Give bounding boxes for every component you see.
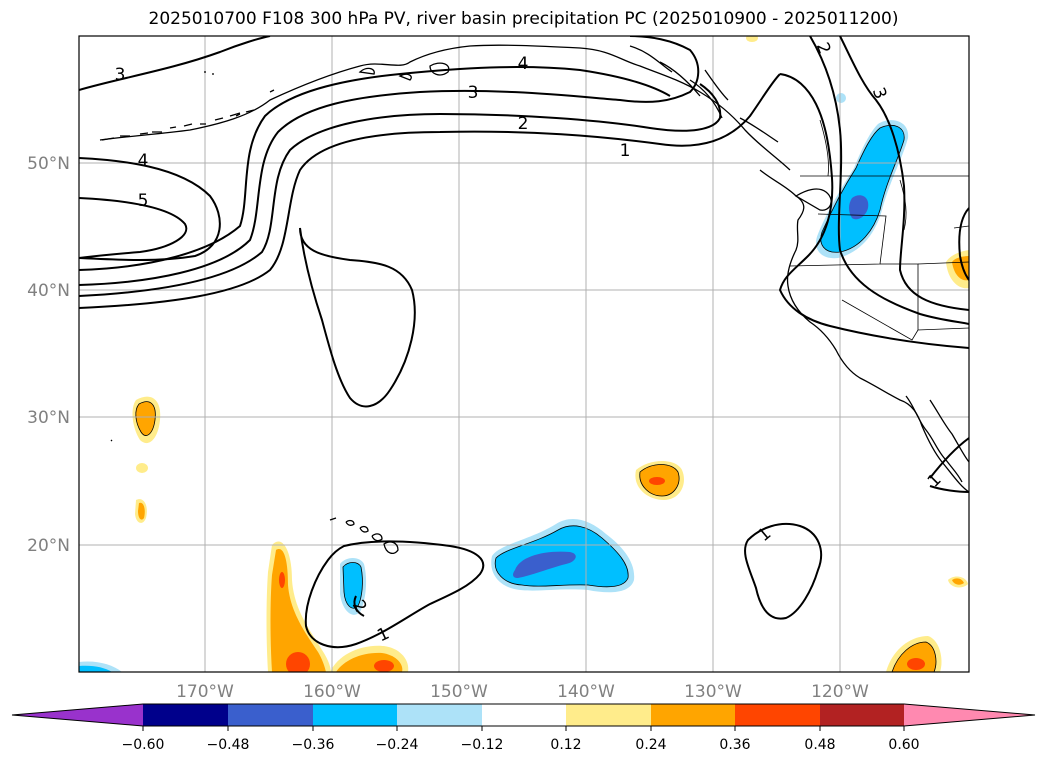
lon-label: 150°W xyxy=(430,682,488,702)
contour-label: 2 xyxy=(518,114,529,134)
colorbar-swatch xyxy=(651,704,735,726)
colorbar-swatch xyxy=(820,704,904,726)
contour-label: 4 xyxy=(138,151,149,171)
lon-labels: 170°W 160°W 150°W 140°W 130°W 120°W xyxy=(176,682,869,702)
colorbar-swatch xyxy=(143,704,228,726)
colorbar-tick-label: −0.12 xyxy=(461,737,504,753)
lat-label: 30°N xyxy=(27,408,70,428)
colorbar-swatch xyxy=(397,704,482,726)
colorbar: −0.60 −0.48 −0.36 −0.24 −0.12 0.12 0.24 … xyxy=(11,703,1036,753)
colorbar-swatch xyxy=(313,704,397,726)
colorbar-tick-label: 0.48 xyxy=(804,737,835,753)
colorbar-extend-max xyxy=(904,704,1035,726)
colorbar-swatch xyxy=(566,704,651,726)
lon-label: 170°W xyxy=(176,682,234,702)
colorbar-ticks xyxy=(142,726,905,731)
precipitation-shading xyxy=(79,36,969,672)
colorbar-tick-label: −0.48 xyxy=(207,737,250,753)
colorbar-tick-label: 0.24 xyxy=(635,737,666,753)
contour-label: 4 xyxy=(518,54,529,74)
colorbar-tick-label: −0.24 xyxy=(376,737,419,753)
shading-outlines xyxy=(135,124,937,672)
colorbar-tick-label: −0.36 xyxy=(292,737,335,753)
contour-label: 3 xyxy=(115,65,126,85)
map-frame xyxy=(78,35,970,673)
lon-label: 130°W xyxy=(684,682,742,702)
lon-label: 160°W xyxy=(303,682,361,702)
colorbar-swatch xyxy=(735,704,820,726)
colorbar-tick-label: −0.60 xyxy=(122,737,165,753)
contour-label: 1 xyxy=(620,141,631,161)
lat-label: 50°N xyxy=(27,154,70,174)
lat-labels: 50°N 40°N 30°N 20°N xyxy=(27,154,70,556)
lat-label: 20°N xyxy=(27,536,70,556)
pv-contours xyxy=(79,36,969,649)
lon-label: 140°W xyxy=(557,682,615,702)
contour-label: 3 xyxy=(468,83,479,103)
colorbar-swatch xyxy=(228,704,313,726)
colorbar-tick-label: 0.12 xyxy=(550,737,581,753)
map-title: 2025010700 F108 300 hPa PV, river basin … xyxy=(148,9,899,29)
colorbar-tick-label: 0.36 xyxy=(719,737,750,753)
colorbar-extend-min xyxy=(12,704,143,726)
colorbar-swatch xyxy=(482,704,566,726)
colorbar-tick-label: 0.60 xyxy=(888,737,919,753)
lat-label: 40°N xyxy=(27,281,70,301)
contour-label: 5 xyxy=(138,191,149,211)
lon-label: 120°W xyxy=(811,682,869,702)
